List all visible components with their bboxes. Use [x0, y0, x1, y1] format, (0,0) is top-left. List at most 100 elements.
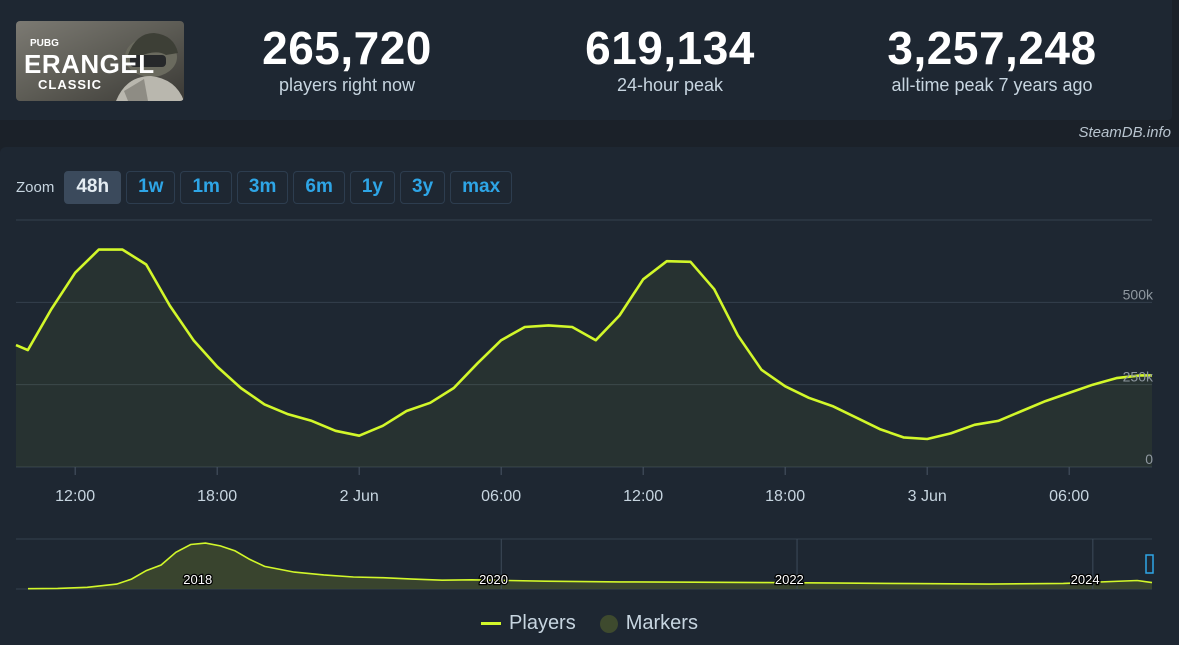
players-point: [950, 432, 952, 434]
navigator-range-handle[interactable]: [1145, 554, 1154, 574]
current-players-stat: 265,720 players right now: [197, 22, 497, 96]
steamdb-credit[interactable]: SteamDB.info: [1078, 124, 1171, 141]
y-tick-label: 250k: [1123, 369, 1154, 385]
players-point: [997, 420, 999, 422]
zoom-1w-button[interactable]: 1w: [126, 170, 176, 204]
navigator-series: [27, 542, 1153, 590]
players-point: [382, 425, 384, 427]
zoom-1y-button[interactable]: 1y: [349, 170, 395, 204]
players-point: [334, 430, 336, 432]
navigator-line: [27, 542, 1153, 590]
day-peak-stat: 619,134 24-hour peak: [520, 22, 820, 96]
players-point: [50, 308, 52, 310]
navigator-year-label: 2020: [479, 572, 508, 587]
players-point: [689, 261, 691, 263]
players-point: [1115, 377, 1117, 379]
zoom-1m-button[interactable]: 1m: [180, 170, 232, 204]
players-point: [192, 339, 194, 341]
chart-legend: Players Markers: [0, 612, 1179, 635]
current-players-value: 265,720: [262, 22, 432, 74]
y-tick-label: 500k: [1123, 286, 1154, 302]
logo-subtitle-text: CLASSIC: [38, 77, 102, 92]
players-point: [358, 435, 360, 437]
players-area: [16, 249, 1152, 467]
legend-markers[interactable]: Markers: [599, 612, 698, 635]
navigator-year-label: 2018: [183, 572, 212, 587]
navigator-area-fill: [28, 543, 1152, 589]
legend-players-label: Players: [509, 612, 576, 634]
players-point: [1021, 410, 1023, 412]
navigator-year-label: 2022: [775, 572, 804, 587]
zoom-controls: Zoom 48h 1w 1m 3m 6m 1y 3y max: [16, 170, 517, 204]
logo-title-text: ERANGEL: [24, 49, 155, 79]
x-tick-label: 06:00: [481, 488, 521, 505]
players-point: [737, 334, 739, 336]
game-logo-art: PUBG ERANGEL CLASSIC: [16, 21, 184, 101]
players-point: [1092, 383, 1094, 385]
legend-players[interactable]: Players: [481, 612, 576, 635]
players-point: [547, 324, 549, 326]
day-peak-label: 24-hour peak: [616, 75, 724, 95]
current-players-label: players right now: [278, 75, 416, 95]
players-point: [571, 326, 573, 328]
players-line-chart[interactable]: 0 250k 500k 12:00 18:00 2 Jun 06:00 12:00 18:00…: [0, 210, 1179, 510]
zoom-3y-button[interactable]: 3y: [400, 170, 446, 204]
players-point: [311, 420, 313, 422]
players-point: [240, 387, 242, 389]
x-tick-label: 3 Jun: [908, 488, 947, 505]
zoom-3m-button[interactable]: 3m: [236, 170, 289, 204]
navigator-chart[interactable]: 2018 2020 2022 2024: [0, 535, 1179, 595]
game-logo[interactable]: PUBG ERANGEL CLASSIC: [16, 21, 184, 101]
x-tick-label: 12:00: [623, 488, 663, 505]
legend-players-swatch: [481, 622, 502, 625]
players-point: [476, 362, 478, 364]
alltime-peak-value: 3,257,248: [887, 22, 1097, 74]
players-area-fill: [16, 249, 1152, 467]
y-axis-ticks: 0 250k 500k: [1123, 286, 1154, 467]
day-peak-value: 619,134: [585, 22, 755, 74]
navigator-markers: [500, 539, 1094, 589]
x-tick-label: 06:00: [1049, 488, 1089, 505]
x-axis-ticks: 12:00 18:00 2 Jun 06:00 12:00 18:00 3 Jun 06:00: [55, 467, 1089, 505]
x-tick-label: 2 Jun: [340, 488, 379, 505]
players-point: [287, 413, 289, 415]
players-point: [1068, 392, 1070, 394]
zoom-6m-button[interactable]: 6m: [293, 170, 345, 204]
players-point: [98, 248, 100, 250]
logo-brand-text: PUBG: [30, 38, 59, 49]
players-point: [808, 397, 810, 399]
players-point: [855, 416, 857, 418]
players-point: [145, 263, 147, 265]
players-point: [74, 271, 76, 273]
players-point: [902, 436, 904, 438]
zoom-max-button[interactable]: max: [450, 170, 513, 204]
players-point: [405, 410, 407, 412]
legend-markers-swatch: [599, 614, 618, 633]
zoom-48h-button[interactable]: 48h: [64, 170, 122, 204]
players-series[interactable]: [15, 248, 1152, 441]
x-tick-label: 18:00: [197, 488, 237, 505]
legend-markers-label: Markers: [625, 612, 698, 634]
players-point: [121, 248, 123, 250]
players-point: [500, 339, 502, 341]
players-point: [784, 385, 786, 387]
players-point: [453, 387, 455, 389]
players-point: [713, 288, 715, 290]
players-point: [879, 428, 881, 430]
y-tick-label: 0: [1145, 451, 1153, 467]
players-point: [618, 314, 620, 316]
navigator-year-label: 2024: [1071, 572, 1100, 587]
players-point: [27, 349, 29, 351]
zoom-label: Zoom: [16, 178, 55, 196]
players-point: [216, 365, 218, 367]
players-point: [973, 424, 975, 426]
stats-header: [0, 0, 1172, 120]
x-tick-label: 12:00: [55, 488, 95, 505]
players-point: [926, 438, 928, 440]
players-point: [169, 304, 171, 306]
chart-grid: [16, 219, 1152, 468]
players-point: [15, 344, 17, 346]
players-point: [831, 405, 833, 407]
players-point: [760, 369, 762, 371]
players-line[interactable]: [15, 248, 1152, 441]
